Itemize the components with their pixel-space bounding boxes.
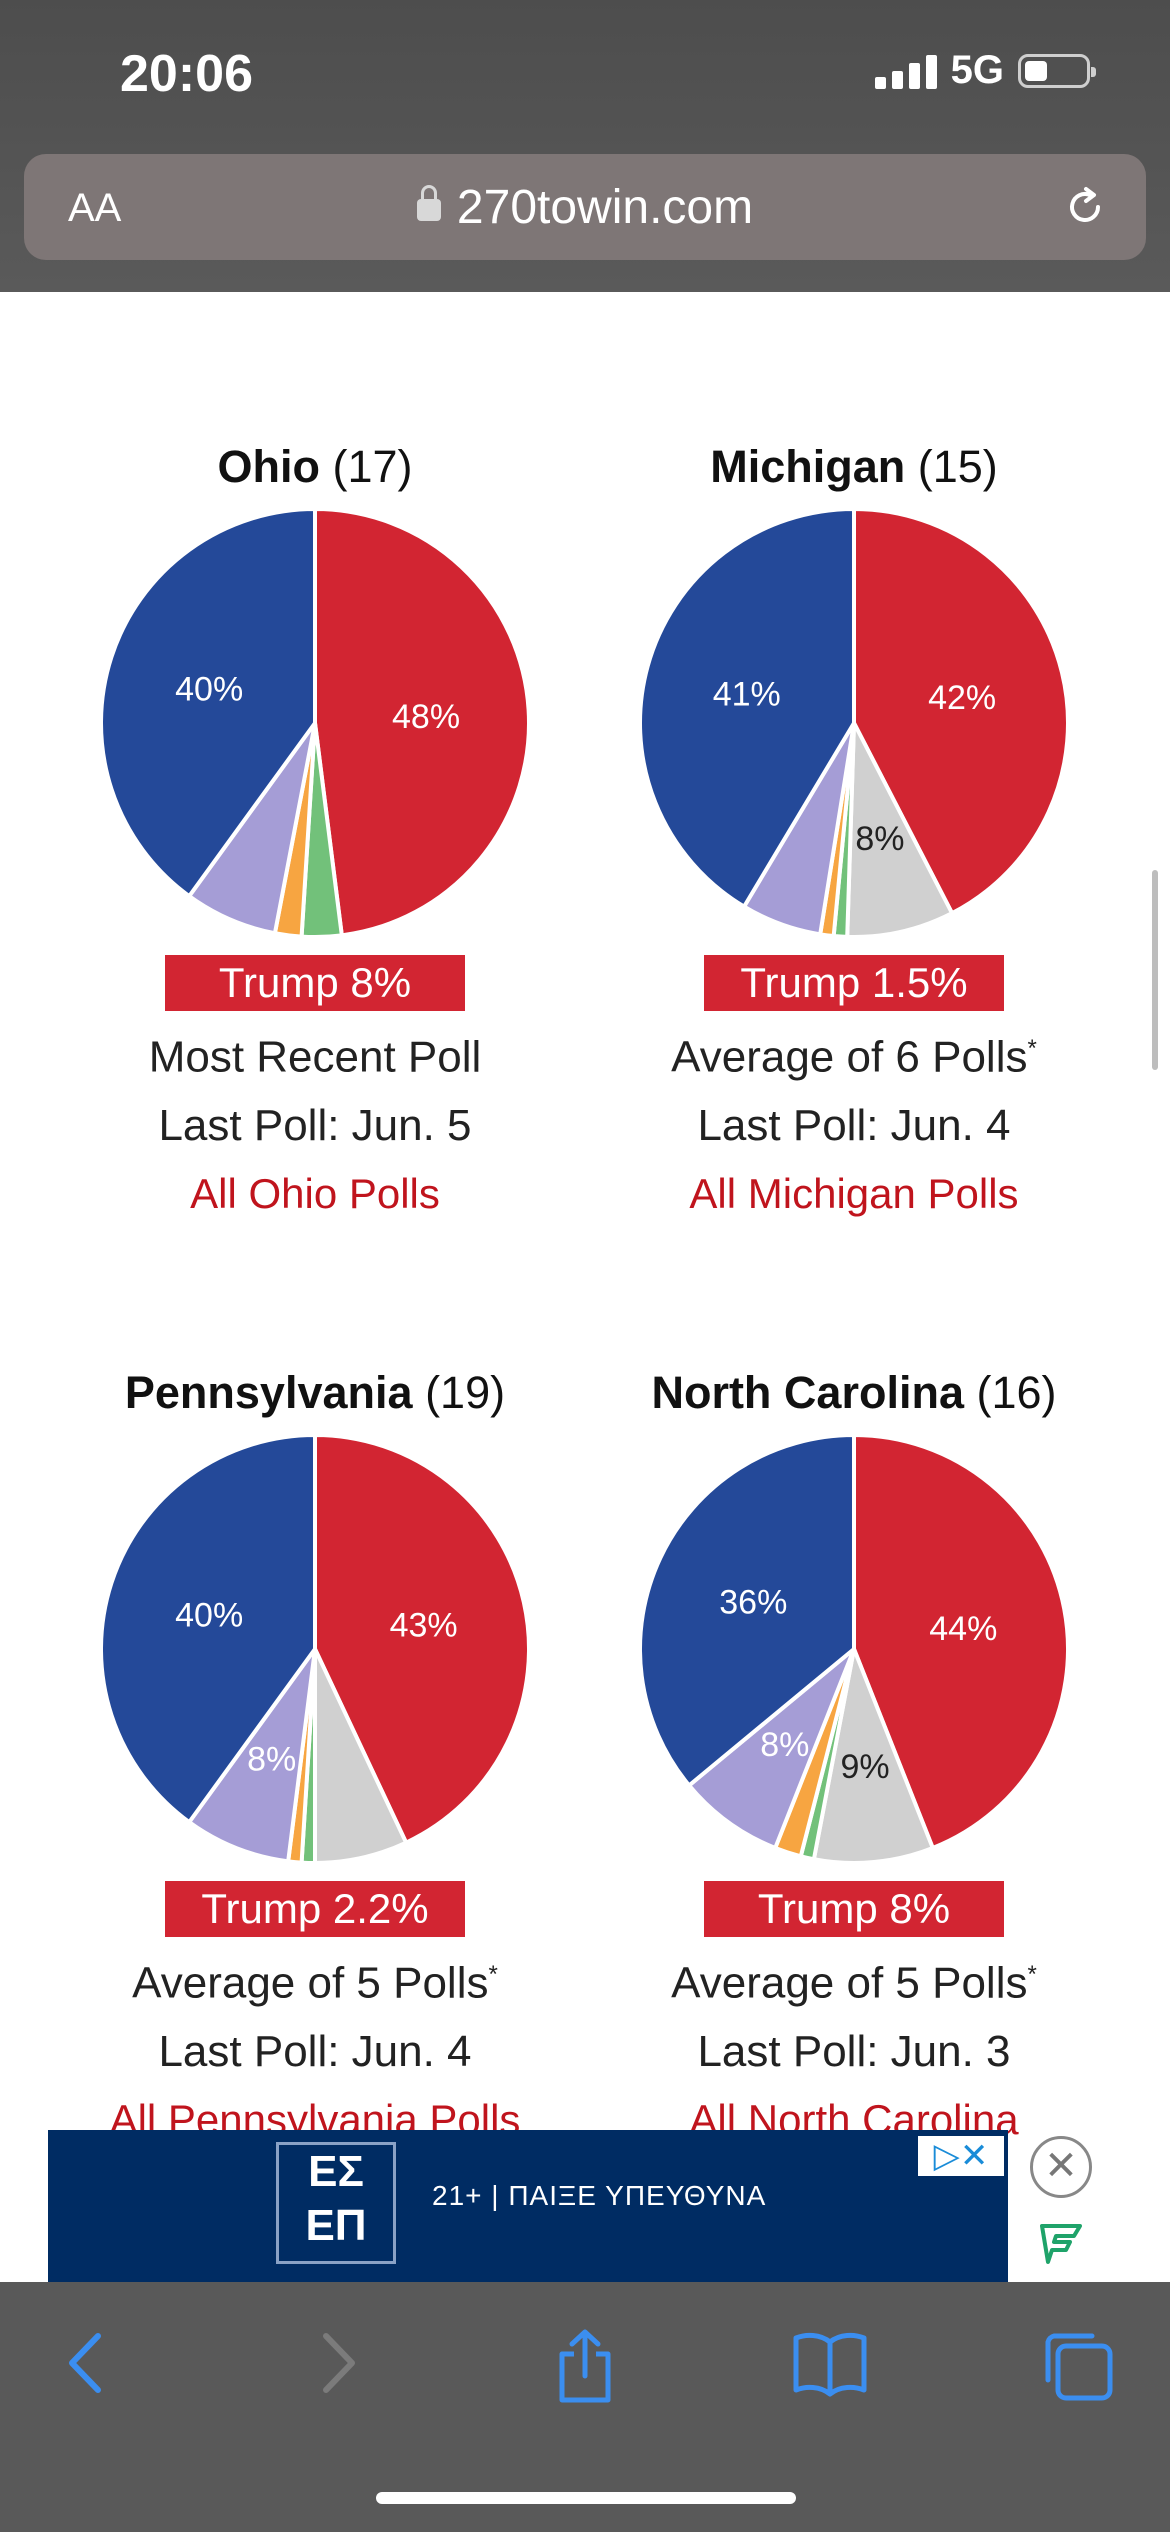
lock-icon xyxy=(416,185,441,222)
battery-icon xyxy=(1018,53,1096,88)
pie-label-trump: 42% xyxy=(928,679,996,717)
status-time: 20:06 xyxy=(120,45,253,103)
state-name: North Carolina xyxy=(651,1367,964,1418)
ad-logo: ΕΣ ΕΠ xyxy=(276,2142,396,2264)
pie-label-trump: 43% xyxy=(390,1607,458,1645)
poll-card-ohio: Ohio (17) 48% 40% Trump 8% Most Recent Po… xyxy=(55,437,575,1222)
bookmarks-icon[interactable] xyxy=(790,2328,870,2398)
pie-chart: 44% 9% 8% 36% xyxy=(638,1432,1070,1865)
pie-slice-trump[interactable] xyxy=(852,1432,1070,1851)
asterisk: * xyxy=(1027,1035,1037,1062)
poll-card-pennsylvania: Pennsylvania (19) 43% 8% 40% Trump 2.2% Av… xyxy=(55,1363,575,2148)
ad-choices-icon[interactable]: ▷✕ xyxy=(918,2136,1004,2176)
pie-label-trump: 48% xyxy=(392,698,460,736)
signal-icon xyxy=(874,53,937,89)
pie-slice-undecided[interactable] xyxy=(845,715,955,939)
tabs-icon[interactable] xyxy=(1040,2328,1116,2404)
last-poll-date: Last Poll: Jun. 4 xyxy=(158,2026,472,2076)
last-poll-date: Last Poll: Jun. 5 xyxy=(158,1100,472,1150)
card-title: Pennsylvania (19) xyxy=(55,1363,575,1423)
pie-label-biden: 40% xyxy=(175,1597,243,1635)
card-title: North Carolina (16) xyxy=(594,1363,1114,1423)
pie-chart: 48% 40% xyxy=(99,506,531,939)
poll-type: Average of 5 Polls* xyxy=(55,1945,575,2014)
pie-slice-trump[interactable] xyxy=(313,506,531,938)
pie-slice-biden[interactable] xyxy=(638,1432,856,1789)
forward-icon[interactable] xyxy=(312,2328,362,2398)
margin-badge: Trump 1.5% xyxy=(704,955,1004,1011)
pie-label-other-purple: 8% xyxy=(247,1740,296,1778)
asterisk: * xyxy=(488,1961,498,1988)
electoral-votes: (17) xyxy=(332,441,413,492)
ad-banner[interactable]: ΕΣ ΕΠ 21+ | ΠΑΙΞΕ ΥΠΕΥΘΥΝΑ xyxy=(48,2130,1008,2282)
poll-type-text: Average of 5 Polls xyxy=(671,1958,1028,2008)
pie-slice-trump[interactable] xyxy=(313,1432,531,1846)
pie-chart: 43% 8% 40% xyxy=(99,1432,531,1866)
pie-slice-biden[interactable] xyxy=(638,506,856,910)
card-title: Michigan (15) xyxy=(594,437,1114,497)
pie-slice-other-purple[interactable] xyxy=(186,1647,317,1864)
poll-type: Most Recent Poll xyxy=(55,1019,575,1088)
reload-icon[interactable] xyxy=(1062,184,1108,230)
status-indicators: 5G xyxy=(874,48,1096,93)
asterisk: * xyxy=(1027,1961,1037,1988)
browser-bottom-toolbar xyxy=(0,2282,1170,2532)
poll-type-text: Most Recent Poll xyxy=(148,1032,482,1082)
poll-type-text: Average of 5 Polls xyxy=(132,1958,489,2008)
pie-slice-trump[interactable] xyxy=(852,506,1070,916)
home-indicator[interactable] xyxy=(376,2492,796,2504)
page-scrollbar[interactable] xyxy=(1152,870,1158,1070)
poll-card-michigan: Michigan (15) 42% 8% 41% Trump 1.5% Averag… xyxy=(594,437,1114,1222)
last-poll-date: Last Poll: Jun. 3 xyxy=(697,2026,1011,2076)
pie-label-biden: 41% xyxy=(713,675,781,713)
pie-chart: 42% 8% 41% xyxy=(638,506,1070,939)
url-display[interactable]: 270towin.com xyxy=(24,180,1146,235)
share-icon[interactable] xyxy=(552,2328,618,2404)
back-icon[interactable] xyxy=(62,2328,112,2398)
electoral-votes: (15) xyxy=(917,441,998,492)
poll-type: Average of 5 Polls* xyxy=(594,1945,1114,2014)
state-name: Ohio xyxy=(217,441,320,492)
pie-label-undecided: 8% xyxy=(855,820,904,858)
browser-top-chrome: 20:06 5G AA 270towin.com xyxy=(0,0,1170,292)
ad-close-button[interactable]: ✕ xyxy=(1030,2136,1092,2198)
pie-label-biden: 40% xyxy=(175,671,243,709)
pie-label-undecided: 9% xyxy=(841,1748,890,1786)
network-type: 5G xyxy=(950,48,1004,92)
last-poll-date: Last Poll: Jun. 4 xyxy=(697,1100,1011,1150)
ad-network-logo-icon[interactable] xyxy=(1036,2218,1086,2268)
electoral-votes: (19) xyxy=(425,1367,506,1418)
pie-label-biden: 36% xyxy=(719,1584,787,1622)
ad-text: 21+ | ΠΑΙΞΕ ΥΠΕΥΘΥΝΑ xyxy=(432,2180,767,2211)
state-name: Michigan xyxy=(710,441,906,492)
margin-badge: Trump 8% xyxy=(165,955,465,1011)
reader-options-button[interactable]: AA xyxy=(68,186,122,230)
pie-label-other-purple: 8% xyxy=(760,1726,809,1764)
electoral-votes: (16) xyxy=(976,1367,1057,1418)
state-name: Pennsylvania xyxy=(124,1367,413,1418)
pie-slice-other-purple[interactable] xyxy=(686,1647,856,1851)
card-title: Ohio (17) xyxy=(55,437,575,497)
pie-slice-biden[interactable] xyxy=(99,506,317,899)
poll-type-text: Average of 6 Polls xyxy=(671,1032,1028,1082)
pie-label-trump: 44% xyxy=(929,1610,997,1648)
margin-badge: Trump 2.2% xyxy=(165,1881,465,1937)
poll-type: Average of 6 Polls* xyxy=(594,1019,1114,1088)
all-polls-link[interactable]: All Ohio Polls xyxy=(190,1169,440,1217)
all-polls-link[interactable]: All Michigan Polls xyxy=(689,1169,1019,1217)
poll-card-north-carolina: North Carolina (16) 44% 9% 8% 36% Trump 8% … xyxy=(594,1363,1114,2148)
pie-slice-undecided[interactable] xyxy=(811,1641,936,1865)
url-text: 270towin.com xyxy=(456,181,754,234)
pie-slice-biden[interactable] xyxy=(99,1432,317,1825)
margin-badge: Trump 8% xyxy=(704,1881,1004,1937)
address-bar[interactable]: AA 270towin.com xyxy=(24,154,1146,260)
